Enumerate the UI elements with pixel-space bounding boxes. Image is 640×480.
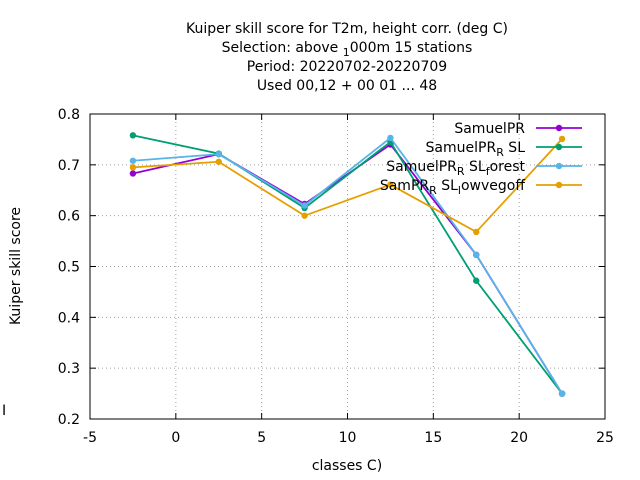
y-tick-label: 0.6 <box>58 209 80 225</box>
x-tick-label: -5 <box>83 430 97 446</box>
x-tick-label: 15 <box>424 430 442 446</box>
plot-frame <box>89 113 606 420</box>
legend-marker <box>555 143 563 151</box>
x-tick-label: 0 <box>171 430 180 446</box>
data-point <box>301 212 308 219</box>
data-point <box>129 157 137 164</box>
data-point <box>215 158 222 165</box>
data-point <box>558 135 566 143</box>
series-3 <box>129 134 566 397</box>
x-tick-label: 5 <box>257 430 266 446</box>
series-group <box>129 132 566 397</box>
x-tick-label: 10 <box>339 430 357 446</box>
data-point <box>473 228 480 236</box>
y-tick-label: 0.4 <box>58 310 80 326</box>
legend-marker <box>555 162 563 170</box>
y-tick-label: 0.3 <box>58 361 80 377</box>
x-tick-label: 20 <box>510 430 528 446</box>
data-point <box>387 181 394 188</box>
legend-marker <box>555 181 563 189</box>
data-point <box>387 134 394 142</box>
legend-marker <box>555 124 563 132</box>
series-4 <box>129 135 566 236</box>
axis-ticks: -5 0 5 10 15 20 25 0.2 0.3 0.4 0.5 0.6 0.7 0.8 <box>58 107 614 446</box>
series-line <box>132 136 563 395</box>
legend-label: SamuelPRR SLforest <box>386 159 525 178</box>
series-line <box>132 134 563 395</box>
data-point <box>215 150 222 158</box>
y-tick-label: 0.8 <box>58 107 80 123</box>
x-tick-label: 25 <box>596 430 614 446</box>
legend-label: SamuelPR <box>454 121 525 137</box>
chart-title-line-3: Period: 20220702-20220709 <box>247 59 447 75</box>
data-point <box>129 132 137 139</box>
chart-title-line-2: Selection: above 1000m 15 stations <box>222 40 473 59</box>
legend-label: SamuelPRR SL <box>426 140 526 159</box>
grid <box>90 114 605 419</box>
data-point <box>129 170 137 177</box>
stray-tick-mark: I <box>2 403 6 419</box>
legend-item-1: SamuelPR <box>454 121 582 137</box>
legend-label: SamPRR SLlowvegoff <box>380 178 526 197</box>
chart-title-line-1: Kuiper skill score for T2m, height corr.… <box>186 21 508 37</box>
data-point <box>301 202 308 209</box>
data-point <box>473 251 480 259</box>
y-tick-label: 0.2 <box>58 412 80 428</box>
data-point <box>129 164 137 171</box>
data-point <box>558 390 566 397</box>
x-axis-label: classes C) <box>312 458 382 474</box>
y-tick-label: 0.5 <box>58 260 80 276</box>
legend-item-2: SamuelPRR SL <box>426 140 582 159</box>
y-tick-label: 0.7 <box>58 158 80 174</box>
chart-title-line-4: Used 00,12 + 00 01 ... 48 <box>257 78 437 94</box>
series-line <box>132 138 563 234</box>
data-point <box>473 277 480 284</box>
legend-item-3: SamuelPRR SLforest <box>386 159 582 178</box>
y-axis-label: Kuiper skill score <box>8 207 24 325</box>
legend-item-4: SamPRR SLlowvegoff <box>380 178 582 197</box>
